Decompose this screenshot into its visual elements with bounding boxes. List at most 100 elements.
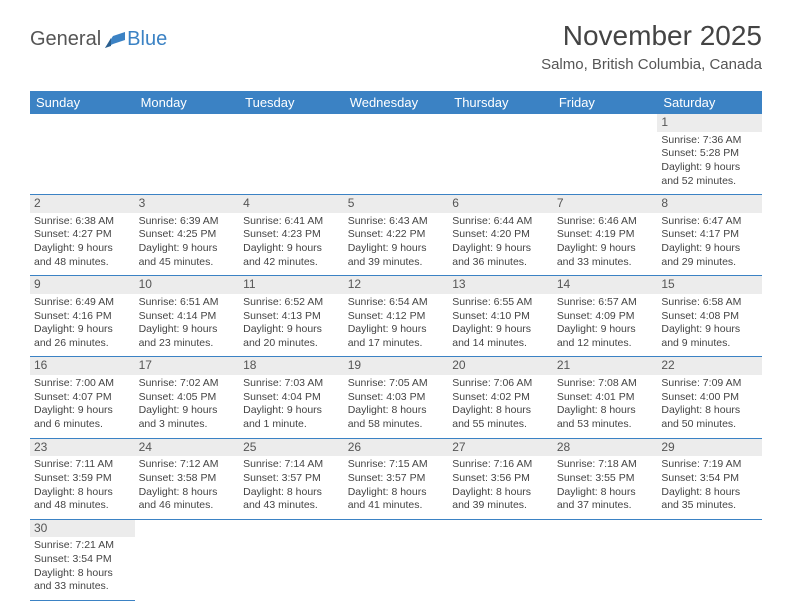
sunset-text: Sunset: 5:28 PM — [661, 147, 758, 161]
daylight-text: Daylight: 8 hours and 39 minutes. — [452, 486, 549, 513]
daylight-text: Daylight: 9 hours and 36 minutes. — [452, 242, 549, 269]
daylight-text: Daylight: 9 hours and 23 minutes. — [139, 323, 236, 350]
sunrise-text: Sunrise: 7:12 AM — [139, 458, 236, 472]
sunrise-text: Sunrise: 6:51 AM — [139, 296, 236, 310]
sunset-text: Sunset: 3:54 PM — [34, 553, 131, 567]
day-header-row: Sunday Monday Tuesday Wednesday Thursday… — [30, 91, 762, 114]
day-cell: 26Sunrise: 7:15 AMSunset: 3:57 PMDayligh… — [344, 438, 449, 519]
day-cell: 22Sunrise: 7:09 AMSunset: 4:00 PMDayligh… — [657, 357, 762, 438]
day-header: Monday — [135, 91, 240, 114]
daylight-text: Daylight: 9 hours and 14 minutes. — [452, 323, 549, 350]
day-number: 17 — [135, 357, 240, 375]
sunset-text: Sunset: 4:01 PM — [557, 391, 654, 405]
sunrise-text: Sunrise: 6:58 AM — [661, 296, 758, 310]
day-cell — [657, 519, 762, 600]
day-number: 15 — [657, 276, 762, 294]
sunset-text: Sunset: 4:08 PM — [661, 310, 758, 324]
sunrise-text: Sunrise: 7:14 AM — [243, 458, 340, 472]
day-number: 1 — [657, 114, 762, 132]
week-row: 1 Sunrise: 7:36 AMSunset: 5:28 PMDaylight… — [30, 114, 762, 195]
sunset-text: Sunset: 3:58 PM — [139, 472, 236, 486]
sunset-text: Sunset: 4:04 PM — [243, 391, 340, 405]
day-number: 2 — [30, 195, 135, 213]
day-cell: 28Sunrise: 7:18 AMSunset: 3:55 PMDayligh… — [553, 438, 658, 519]
day-cell: 9Sunrise: 6:49 AMSunset: 4:16 PMDaylight… — [30, 276, 135, 357]
sunset-text: Sunset: 4:12 PM — [348, 310, 445, 324]
day-cell: 13Sunrise: 6:55 AMSunset: 4:10 PMDayligh… — [448, 276, 553, 357]
sunrise-text: Sunrise: 6:52 AM — [243, 296, 340, 310]
day-cell — [448, 519, 553, 600]
day-number: 30 — [30, 520, 135, 538]
day-number: 11 — [239, 276, 344, 294]
sunset-text: Sunset: 4:00 PM — [661, 391, 758, 405]
day-number: 7 — [553, 195, 658, 213]
sunrise-text: Sunrise: 7:36 AM — [661, 134, 758, 148]
day-number: 9 — [30, 276, 135, 294]
sunset-text: Sunset: 4:03 PM — [348, 391, 445, 405]
sunset-text: Sunset: 3:59 PM — [34, 472, 131, 486]
day-cell — [135, 114, 240, 195]
daylight-text: Daylight: 9 hours and 17 minutes. — [348, 323, 445, 350]
header: General Blue November 2025 Salmo, Britis… — [0, 0, 792, 83]
sunset-text: Sunset: 4:20 PM — [452, 228, 549, 242]
day-header: Thursday — [448, 91, 553, 114]
logo-text-general: General — [30, 28, 101, 51]
sunset-text: Sunset: 4:02 PM — [452, 391, 549, 405]
day-cell: 1 Sunrise: 7:36 AMSunset: 5:28 PMDaylight… — [657, 114, 762, 195]
daylight-text: Daylight: 8 hours and 43 minutes. — [243, 486, 340, 513]
day-number: 8 — [657, 195, 762, 213]
day-cell — [553, 114, 658, 195]
sunrise-text: Sunrise: 7:18 AM — [557, 458, 654, 472]
day-cell — [30, 114, 135, 195]
day-cell: 12Sunrise: 6:54 AMSunset: 4:12 PMDayligh… — [344, 276, 449, 357]
daylight-text: Daylight: 8 hours and 41 minutes. — [348, 486, 445, 513]
day-number: 4 — [239, 195, 344, 213]
sunrise-text: Sunrise: 6:47 AM — [661, 215, 758, 229]
sunset-text: Sunset: 4:09 PM — [557, 310, 654, 324]
month-title: November 2025 — [541, 20, 762, 52]
daylight-text: Daylight: 9 hours and 42 minutes. — [243, 242, 340, 269]
sunset-text: Sunset: 3:56 PM — [452, 472, 549, 486]
day-cell: 10Sunrise: 6:51 AMSunset: 4:14 PMDayligh… — [135, 276, 240, 357]
daylight-text: Daylight: 9 hours and 1 minute. — [243, 404, 340, 431]
sunset-text: Sunset: 4:23 PM — [243, 228, 340, 242]
sunset-text: Sunset: 3:57 PM — [243, 472, 340, 486]
sunrise-text: Sunrise: 7:02 AM — [139, 377, 236, 391]
sunset-text: Sunset: 4:16 PM — [34, 310, 131, 324]
day-cell: 18Sunrise: 7:03 AMSunset: 4:04 PMDayligh… — [239, 357, 344, 438]
day-number: 10 — [135, 276, 240, 294]
sunrise-text: Sunrise: 7:11 AM — [34, 458, 131, 472]
day-cell: 19Sunrise: 7:05 AMSunset: 4:03 PMDayligh… — [344, 357, 449, 438]
day-cell: 27Sunrise: 7:16 AMSunset: 3:56 PMDayligh… — [448, 438, 553, 519]
daylight-text: Daylight: 9 hours and 52 minutes. — [661, 161, 758, 188]
day-cell: 7Sunrise: 6:46 AMSunset: 4:19 PMDaylight… — [553, 195, 658, 276]
sunrise-text: Sunrise: 6:55 AM — [452, 296, 549, 310]
sunset-text: Sunset: 4:05 PM — [139, 391, 236, 405]
daylight-text: Daylight: 9 hours and 6 minutes. — [34, 404, 131, 431]
daylight-text: Daylight: 8 hours and 37 minutes. — [557, 486, 654, 513]
week-row: 2Sunrise: 6:38 AMSunset: 4:27 PMDaylight… — [30, 195, 762, 276]
flag-icon — [105, 32, 125, 48]
day-cell — [135, 519, 240, 600]
day-number: 24 — [135, 439, 240, 457]
week-row: 30Sunrise: 7:21 AMSunset: 3:54 PMDayligh… — [30, 519, 762, 600]
daylight-text: Daylight: 9 hours and 3 minutes. — [139, 404, 236, 431]
day-number: 13 — [448, 276, 553, 294]
sunrise-text: Sunrise: 7:03 AM — [243, 377, 340, 391]
sunset-text: Sunset: 4:17 PM — [661, 228, 758, 242]
day-number: 25 — [239, 439, 344, 457]
day-cell: 21Sunrise: 7:08 AMSunset: 4:01 PMDayligh… — [553, 357, 658, 438]
week-row: 9 Sunrise: 6:49 AMSunset: 4:16 PM Daylight… — [30, 276, 762, 357]
location: Salmo, British Columbia, Canada — [541, 56, 762, 73]
day-number: 12 — [344, 276, 449, 294]
sunrise-text: Sunrise: 7:21 AM — [34, 539, 131, 553]
sunrise-text: Sunrise: 7:09 AM — [661, 377, 758, 391]
daylight-text: Daylight: 9 hours and 33 minutes. — [557, 242, 654, 269]
sunset-text: Sunset: 4:27 PM — [34, 228, 131, 242]
day-header: Saturday — [657, 91, 762, 114]
day-number: 27 — [448, 439, 553, 457]
sunrise-text: Sunrise: 6:49 AM — [34, 296, 131, 310]
sunset-text: Sunset: 3:55 PM — [557, 472, 654, 486]
logo-text-blue: Blue — [127, 28, 167, 51]
sunrise-text: Sunrise: 6:46 AM — [557, 215, 654, 229]
